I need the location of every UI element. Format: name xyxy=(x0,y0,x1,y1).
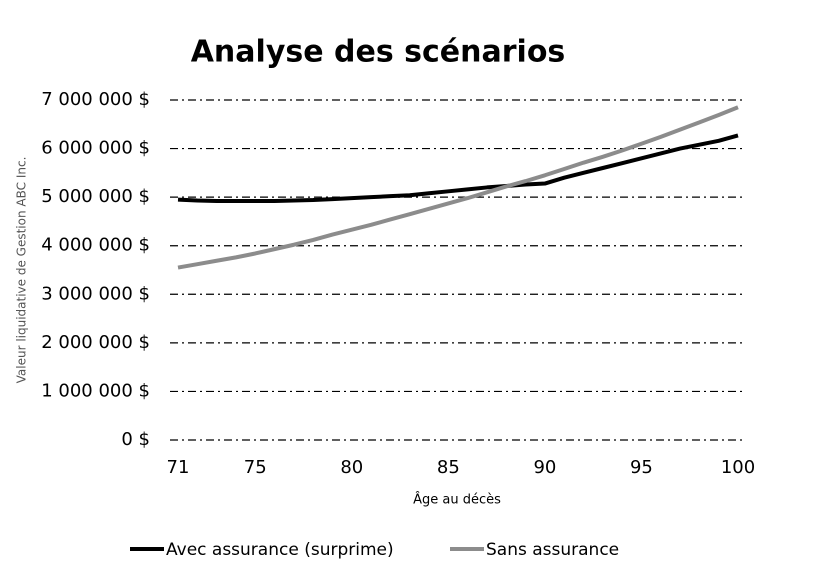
y-tick-label: 7 000 000 $ xyxy=(41,89,150,110)
y-tick-label: 5 000 000 $ xyxy=(41,186,150,207)
series-line xyxy=(177,105,739,270)
x-tick-label: 75 xyxy=(244,457,267,478)
series-line xyxy=(177,133,739,204)
y-tick-label: 1 000 000 $ xyxy=(41,380,150,401)
x-tick-label: 90 xyxy=(533,457,556,478)
y-tick-label: 6 000 000 $ xyxy=(41,138,150,159)
y-axis-title: Valeur liquidative de Gestion ABC Inc. xyxy=(15,157,29,384)
y-tick-label: 3 000 000 $ xyxy=(41,283,150,304)
x-axis-title: Âge au décès xyxy=(413,492,501,508)
x-tick-label: 80 xyxy=(340,457,363,478)
x-tick-label: 100 xyxy=(721,457,755,478)
y-tick-label: 0 $ xyxy=(121,429,150,450)
x-tick-label: 85 xyxy=(437,457,460,478)
x-tick-label: 95 xyxy=(630,457,653,478)
y-tick-label: 4 000 000 $ xyxy=(41,235,150,256)
chart-title: Analyse des scénarios xyxy=(191,35,566,70)
x-tick-label: 71 xyxy=(167,457,190,478)
y-tick-label: 2 000 000 $ xyxy=(41,332,150,353)
legend-label: Avec assurance (surprime) xyxy=(166,540,394,560)
legend-label: Sans assurance xyxy=(486,540,619,560)
